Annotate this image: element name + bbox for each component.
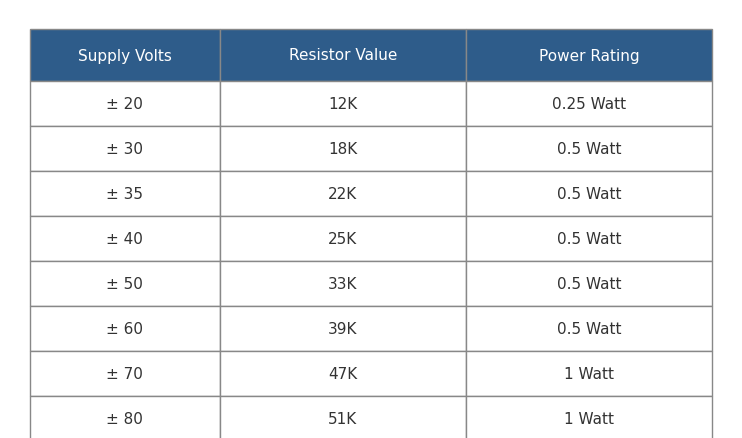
Text: 0.5 Watt: 0.5 Watt — [556, 231, 621, 247]
Bar — [220, 30, 466, 82]
Text: ± 80: ± 80 — [106, 411, 143, 426]
Bar — [30, 396, 220, 438]
Bar — [466, 216, 712, 261]
Bar — [30, 127, 220, 172]
Bar — [466, 127, 712, 172]
Bar — [466, 306, 712, 351]
Bar — [220, 351, 466, 396]
Text: 0.5 Watt: 0.5 Watt — [556, 141, 621, 157]
Bar — [30, 351, 220, 396]
Text: 25K: 25K — [328, 231, 358, 247]
Text: 0.25 Watt: 0.25 Watt — [552, 97, 626, 112]
Text: ± 40: ± 40 — [106, 231, 143, 247]
Text: Power Rating: Power Rating — [539, 48, 639, 64]
Text: Resistor Value: Resistor Value — [289, 48, 397, 64]
Bar — [220, 261, 466, 306]
Bar — [220, 396, 466, 438]
Text: 0.5 Watt: 0.5 Watt — [556, 187, 621, 201]
Text: ± 70: ± 70 — [106, 366, 143, 381]
Text: ± 35: ± 35 — [106, 187, 143, 201]
Text: ± 30: ± 30 — [106, 141, 143, 157]
Text: 12K: 12K — [328, 97, 358, 112]
Text: ± 20: ± 20 — [106, 97, 143, 112]
Bar — [30, 306, 220, 351]
Bar — [466, 30, 712, 82]
Text: 22K: 22K — [328, 187, 358, 201]
Text: 1 Watt: 1 Watt — [564, 411, 614, 426]
Bar — [220, 216, 466, 261]
Bar — [220, 306, 466, 351]
Text: 39K: 39K — [328, 321, 358, 336]
Text: Supply Volts: Supply Volts — [78, 48, 171, 64]
Text: 18K: 18K — [328, 141, 358, 157]
Bar — [466, 261, 712, 306]
Bar — [466, 396, 712, 438]
Bar — [220, 127, 466, 172]
Bar — [30, 172, 220, 216]
Text: 1 Watt: 1 Watt — [564, 366, 614, 381]
Text: 47K: 47K — [328, 366, 358, 381]
Text: ± 60: ± 60 — [106, 321, 143, 336]
Text: 33K: 33K — [328, 276, 358, 291]
Text: 0.5 Watt: 0.5 Watt — [556, 276, 621, 291]
Bar — [220, 172, 466, 216]
Bar — [466, 172, 712, 216]
Bar — [30, 30, 220, 82]
Text: 51K: 51K — [328, 411, 358, 426]
Bar — [466, 351, 712, 396]
Bar — [30, 82, 220, 127]
Text: 0.5 Watt: 0.5 Watt — [556, 321, 621, 336]
Bar — [466, 82, 712, 127]
Bar — [30, 216, 220, 261]
Bar — [30, 261, 220, 306]
Bar — [220, 82, 466, 127]
Text: ± 50: ± 50 — [106, 276, 143, 291]
